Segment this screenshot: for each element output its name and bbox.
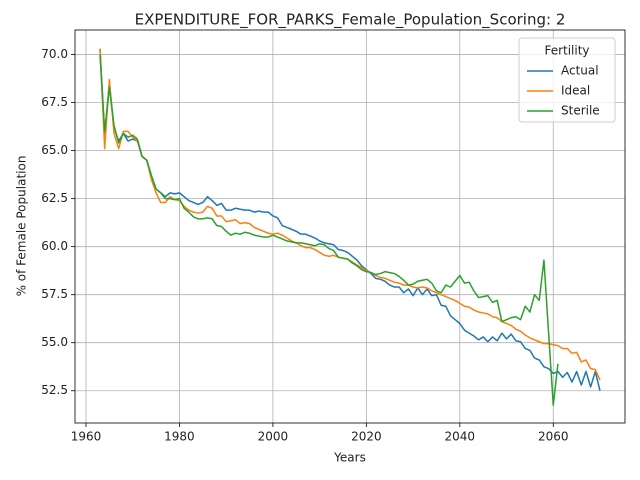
y-tick-label: 52.5 <box>41 383 68 397</box>
legend-box <box>518 37 616 123</box>
y-tick-label: 65.0 <box>41 143 68 157</box>
x-axis-label: Years <box>333 451 366 465</box>
y-tick-label: 60.0 <box>41 239 68 253</box>
legend-label: Sterile <box>561 104 600 118</box>
x-tick-label: 2000 <box>258 430 289 444</box>
y-axis-label: % of Female Population <box>15 156 29 297</box>
y-tick-label: 55.0 <box>41 335 68 349</box>
legend-title: Fertility <box>544 44 589 58</box>
y-tick-label: 70.0 <box>41 47 68 61</box>
y-tick-label: 67.5 <box>41 95 68 109</box>
line-series <box>99 48 601 391</box>
legend-label: Actual <box>561 64 599 78</box>
line-series <box>99 54 559 406</box>
legend-label: Ideal <box>561 84 590 98</box>
y-tick-label: 62.5 <box>41 191 68 205</box>
x-tick-label: 2060 <box>538 430 569 444</box>
chart-title: EXPENDITURE_FOR_PARKS_Female_Population_… <box>135 11 566 30</box>
x-tick-label: 1960 <box>71 430 102 444</box>
plot-frame <box>74 29 626 424</box>
y-tick-label: 57.5 <box>41 287 68 301</box>
x-tick-label: 1980 <box>164 430 195 444</box>
x-tick-label: 2020 <box>351 430 382 444</box>
legend: Fertility Actual Ideal Sterile <box>518 37 616 123</box>
x-tick-label: 2040 <box>445 430 476 444</box>
